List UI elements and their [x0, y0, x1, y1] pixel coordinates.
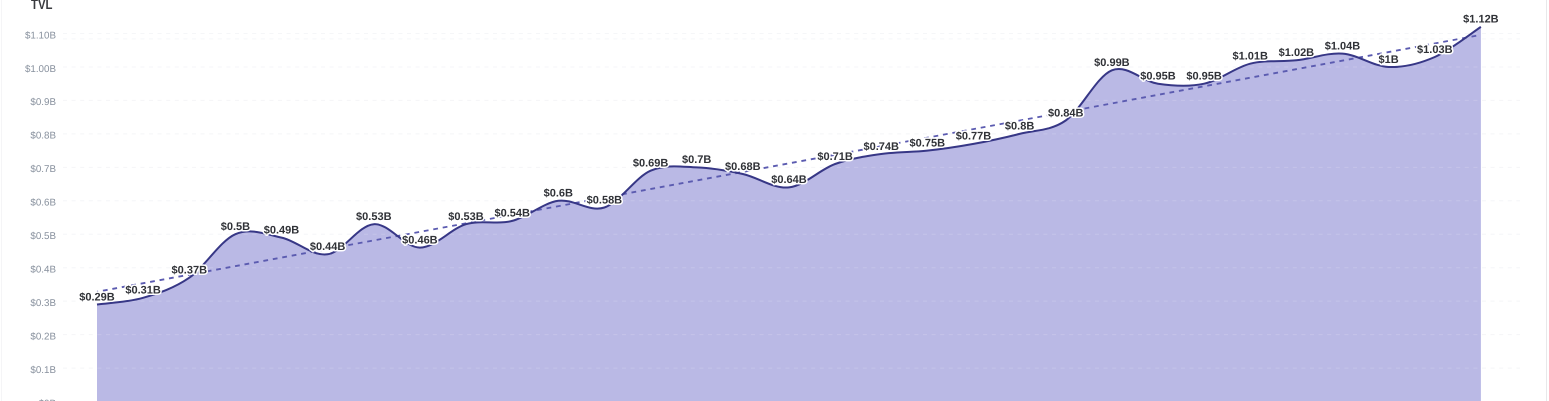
svg-text:$0.74B: $0.74B	[863, 141, 899, 153]
svg-text:$0.77B: $0.77B	[956, 131, 992, 143]
svg-text:$0.7B: $0.7B	[30, 164, 56, 175]
svg-text:$0.71B: $0.71B	[817, 151, 853, 163]
svg-text:$1.00B: $1.00B	[25, 64, 57, 75]
svg-text:$0.5B: $0.5B	[221, 221, 250, 233]
svg-text:$0.84B: $0.84B	[1048, 107, 1084, 119]
svg-text:$1.04B: $1.04B	[1325, 40, 1361, 52]
svg-text:$0.1B: $0.1B	[30, 365, 56, 376]
svg-text:$1.01B: $1.01B	[1232, 51, 1268, 63]
svg-text:$1B: $1B	[1379, 54, 1399, 66]
svg-text:$1.02B: $1.02B	[1279, 47, 1315, 59]
svg-text:$0.95B: $0.95B	[1140, 71, 1176, 83]
svg-text:$0.46B: $0.46B	[402, 234, 438, 246]
svg-text:$0.54B: $0.54B	[494, 208, 530, 220]
svg-text:$0.9B: $0.9B	[30, 97, 56, 108]
svg-text:$0.58B: $0.58B	[587, 194, 623, 206]
svg-text:$0.8B: $0.8B	[30, 131, 56, 142]
svg-text:$0.29B: $0.29B	[79, 291, 115, 303]
svg-text:$0.68B: $0.68B	[725, 161, 761, 173]
svg-text:$0.6B: $0.6B	[544, 188, 573, 200]
svg-text:$0B: $0B	[39, 398, 57, 401]
svg-text:$0.37B: $0.37B	[172, 265, 208, 277]
svg-text:$0.3B: $0.3B	[30, 298, 56, 309]
svg-text:$0.6B: $0.6B	[30, 198, 56, 209]
svg-text:$1.12B: $1.12B	[1463, 14, 1499, 26]
svg-text:$0.53B: $0.53B	[448, 211, 484, 223]
svg-text:$0.64B: $0.64B	[771, 174, 807, 186]
svg-text:$0.53B: $0.53B	[356, 211, 392, 223]
svg-text:$0.5B: $0.5B	[30, 231, 56, 242]
svg-text:$1.10B: $1.10B	[25, 30, 57, 41]
svg-text:$0.75B: $0.75B	[910, 137, 946, 149]
svg-text:$0.7B: $0.7B	[682, 154, 711, 166]
svg-text:$0.95B: $0.95B	[1186, 71, 1222, 83]
svg-text:$1.03B: $1.03B	[1417, 44, 1453, 56]
svg-text:$0.8B: $0.8B	[1005, 121, 1034, 133]
svg-text:$0.69B: $0.69B	[633, 158, 669, 170]
svg-text:TVL: TVL	[31, 0, 53, 12]
svg-text:$0.31B: $0.31B	[125, 285, 161, 297]
svg-text:$0.99B: $0.99B	[1094, 57, 1130, 69]
svg-text:$0.49B: $0.49B	[264, 224, 300, 236]
svg-text:$0.44B: $0.44B	[310, 241, 346, 253]
svg-text:$0.4B: $0.4B	[30, 265, 56, 276]
svg-text:$0.2B: $0.2B	[30, 331, 56, 342]
